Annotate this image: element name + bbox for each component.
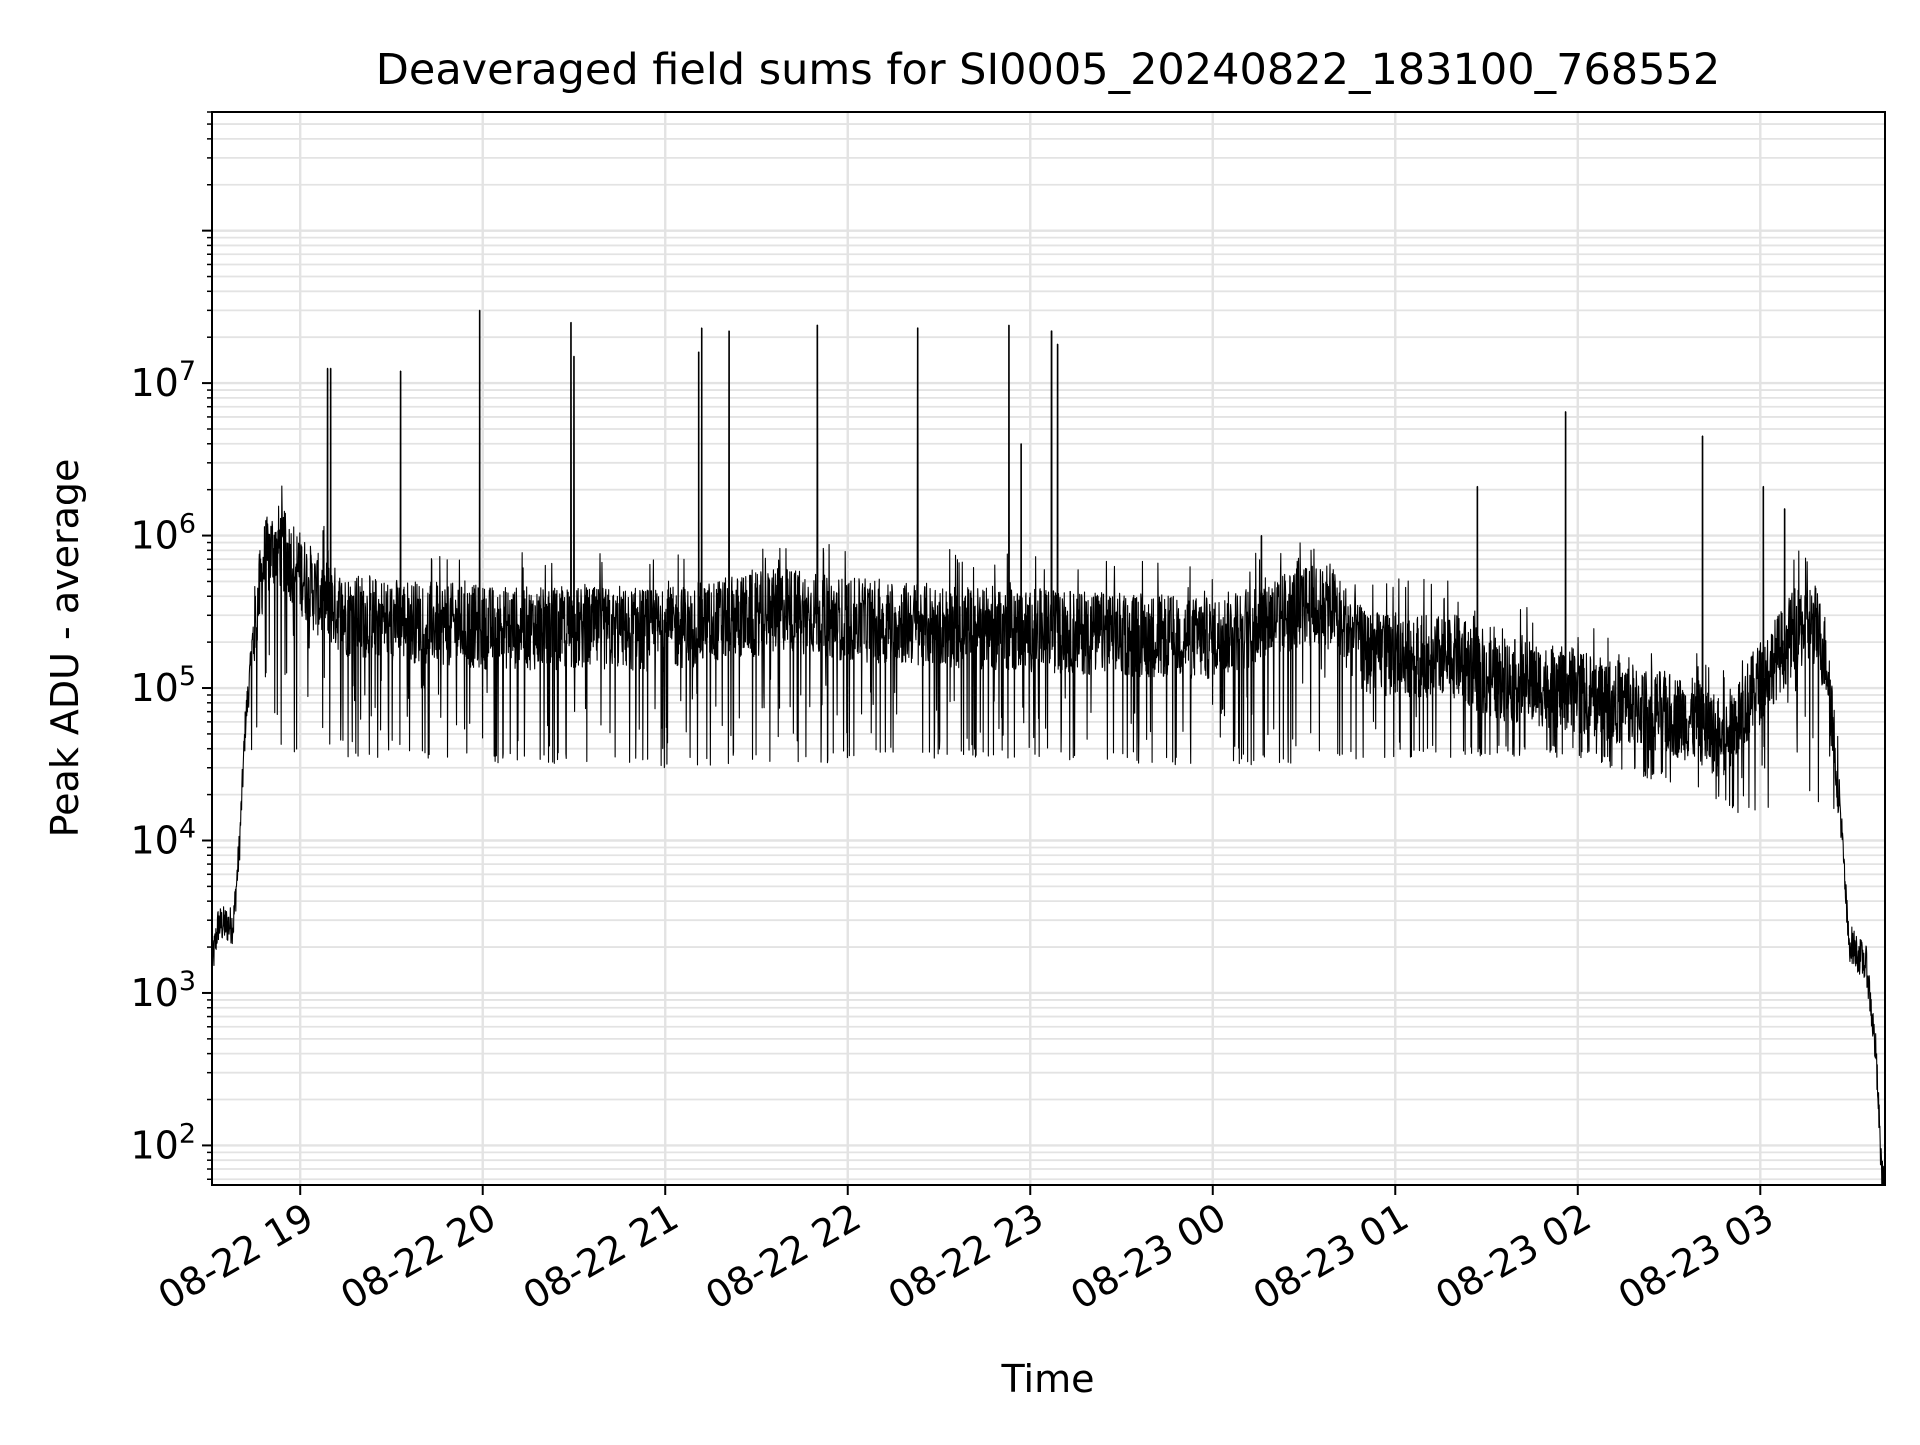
- y-tick-label: 102: [130, 1118, 196, 1167]
- chart-title: Deaveraged field sums for SI0005_2024082…: [376, 45, 1721, 95]
- y-tick-label: 104: [130, 813, 196, 862]
- x-axis-label: Time: [1001, 1357, 1095, 1401]
- series-trace: [211, 309, 1886, 1186]
- y-tick-label: 107: [130, 356, 196, 405]
- y-axis-label: Peak ADU - average: [43, 459, 87, 838]
- y-tick-label: 103: [130, 966, 196, 1015]
- plot-frame: [211, 111, 1886, 1186]
- series-line: [211, 309, 1886, 1186]
- y-tick-label: 105: [130, 661, 196, 710]
- y-tick-label: 106: [130, 509, 196, 558]
